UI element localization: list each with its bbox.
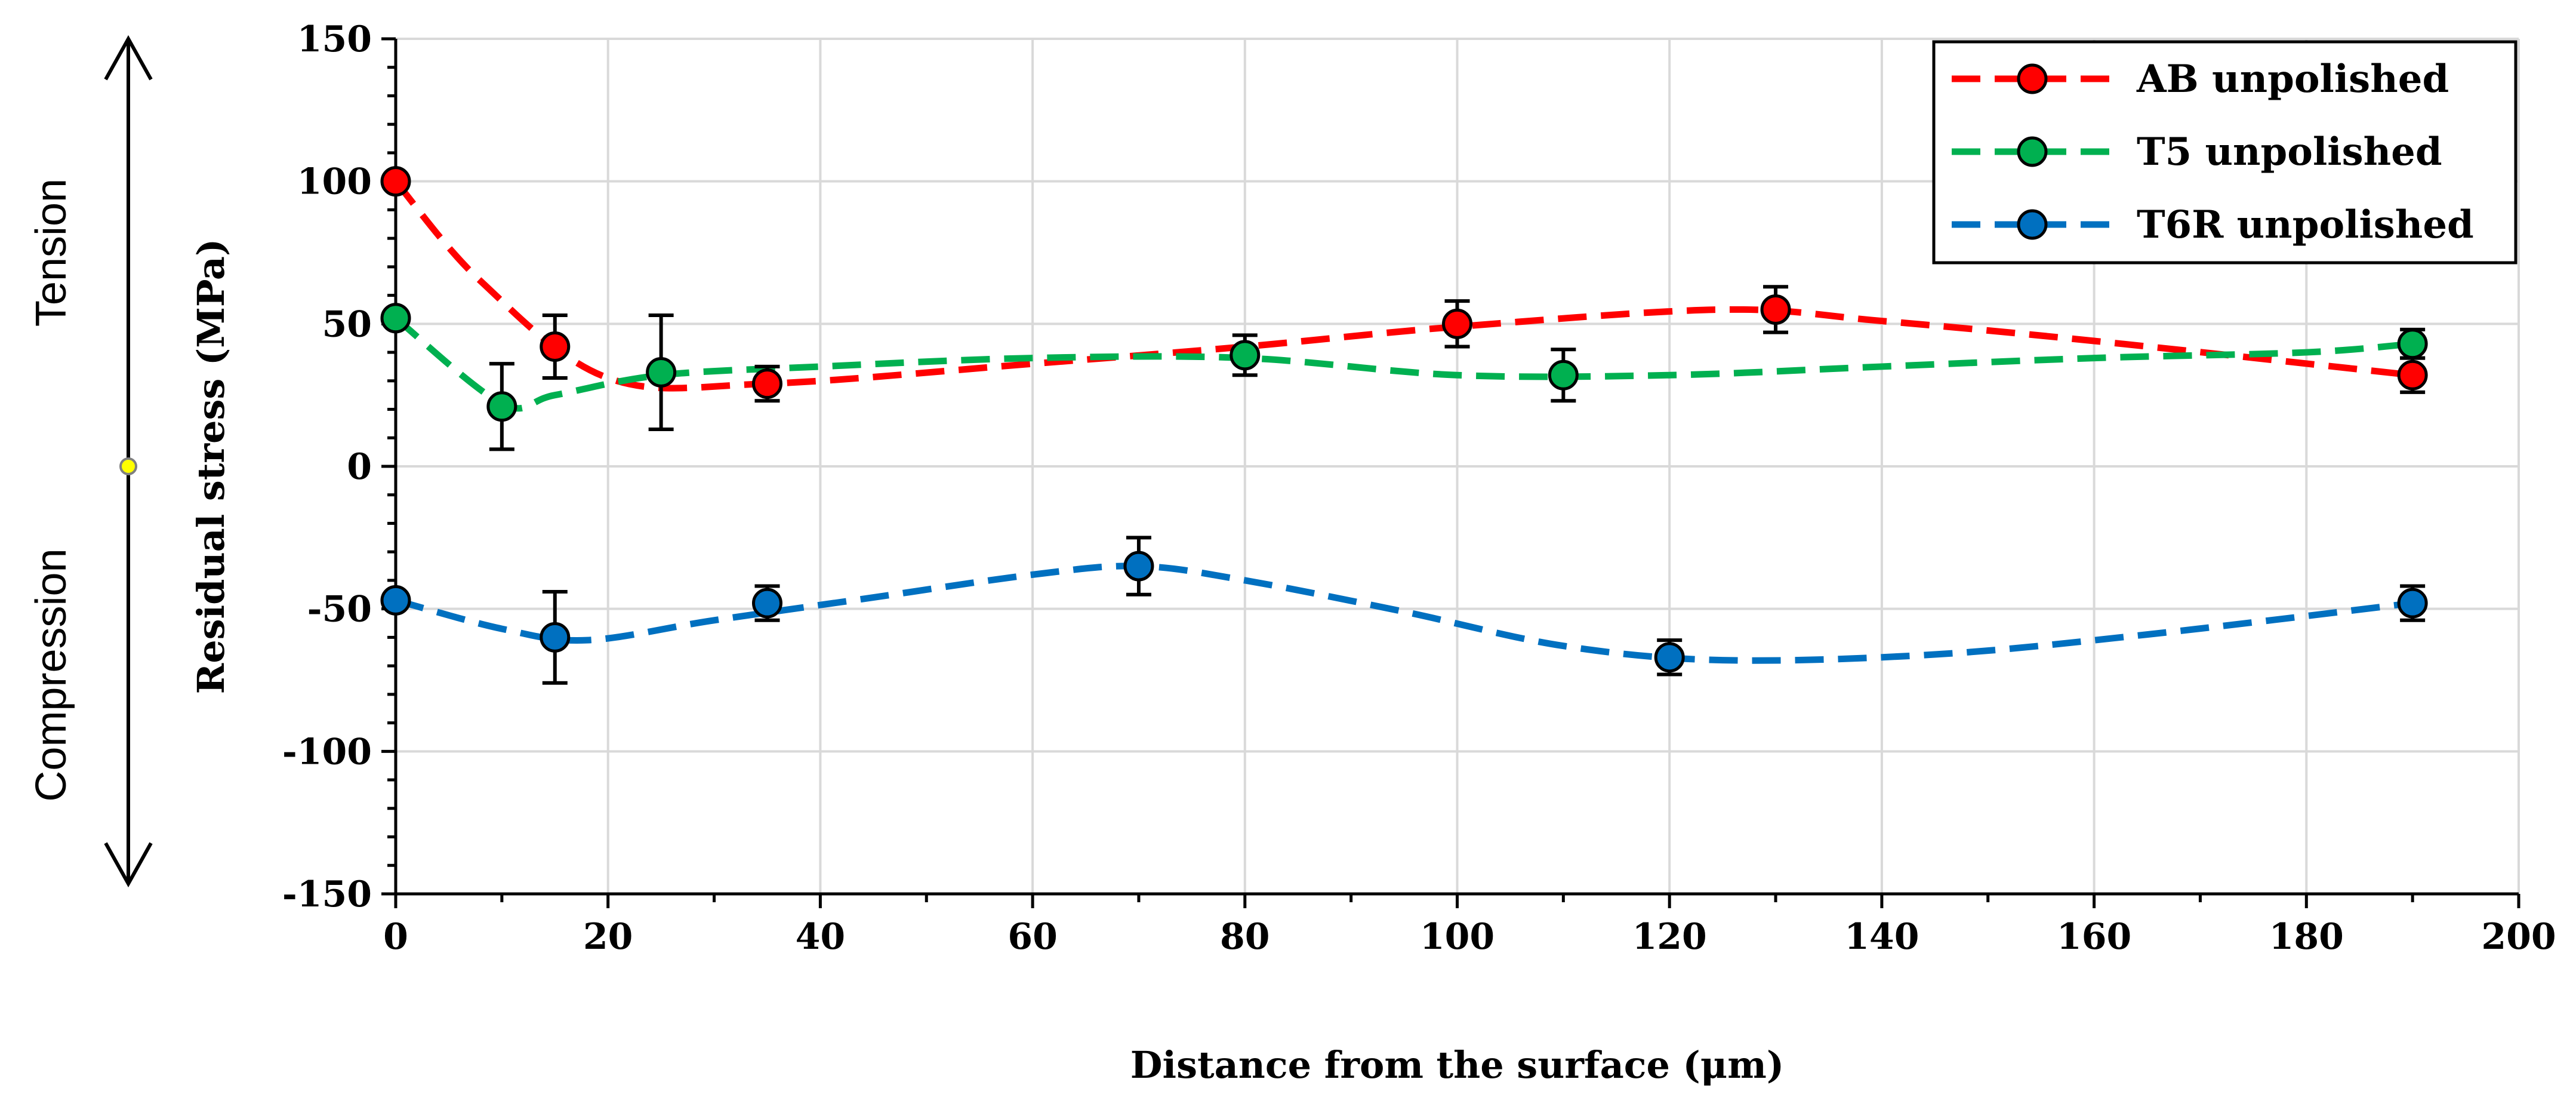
- data-point-1: [2397, 328, 2428, 359]
- data-point-0: [540, 331, 571, 362]
- tension-compression-indicator: Tension Compression: [27, 35, 153, 888]
- y-tick-label: 100: [297, 161, 372, 203]
- y-tick-label: 0: [347, 446, 372, 488]
- x-tick-label: 160: [2057, 916, 2131, 958]
- down-arrow-icon: [104, 842, 153, 888]
- x-tick-label: 140: [1844, 916, 1919, 958]
- x-tick-label: 0: [383, 916, 408, 958]
- data-point-0: [2397, 359, 2428, 391]
- data-point-2: [540, 622, 571, 653]
- data-point-1: [1230, 340, 1261, 371]
- zero-marker-icon: [119, 457, 137, 475]
- x-tick-label: 40: [796, 916, 846, 958]
- data-point-1: [1548, 359, 1579, 391]
- legend: AB unpolished T5 unpolished T6R unpolished: [1932, 40, 2518, 265]
- data-point-1: [380, 303, 411, 334]
- data-point-2: [1123, 551, 1154, 582]
- y-tick-label: -150: [282, 874, 372, 915]
- trend-line-1: [393, 315, 2413, 412]
- data-point-1: [486, 391, 517, 422]
- axes: 0 20 40 60 80 100 120 140 160 180 200 150 100 50 0 -50 -…: [189, 19, 2556, 1087]
- data-point-0: [1442, 308, 1472, 339]
- trend-line-2: [395, 562, 2413, 664]
- trend-line-0: [393, 179, 2413, 392]
- legend-marker-2: [2017, 209, 2048, 240]
- data-point-2: [380, 585, 411, 616]
- data-point-2: [751, 588, 782, 619]
- data-point-0: [751, 368, 782, 399]
- legend-label-2: T6R unpolished: [2137, 202, 2474, 247]
- legend-label-0: AB unpolished: [2136, 57, 2449, 102]
- legend-marker-1: [2017, 136, 2048, 167]
- data-point-1: [646, 356, 677, 388]
- data-point-0: [380, 166, 411, 197]
- x-tick-label: 120: [1632, 916, 1707, 958]
- x-tick-label: 180: [2269, 916, 2344, 958]
- x-tick-label: 80: [1220, 916, 1270, 958]
- legend-marker-0: [2017, 63, 2048, 94]
- data-point-2: [1654, 642, 1685, 673]
- y-tick-label: 150: [297, 19, 372, 60]
- y-tick-label: -50: [307, 589, 372, 631]
- compression-label: Compression: [27, 548, 75, 801]
- x-tick-label: 60: [1007, 916, 1058, 958]
- data-points: [380, 166, 2428, 673]
- x-tick-label: 200: [2481, 916, 2556, 958]
- data-point-0: [1760, 294, 1791, 325]
- up-arrow-icon: [104, 35, 153, 81]
- x-axis-title: Distance from the surface (μm): [1130, 1043, 1784, 1087]
- y-tick-label: -100: [282, 731, 372, 773]
- tension-label: Tension: [27, 179, 75, 327]
- legend-label-1: T5 unpolished: [2137, 130, 2442, 174]
- y-axis-title: Residual stress (MPa): [189, 239, 233, 694]
- x-tick-label: 100: [1420, 916, 1495, 958]
- trend-lines: [393, 179, 2413, 664]
- y-tick-label: 50: [322, 303, 372, 345]
- data-point-2: [2397, 588, 2428, 619]
- x-tick-label: 20: [583, 916, 633, 958]
